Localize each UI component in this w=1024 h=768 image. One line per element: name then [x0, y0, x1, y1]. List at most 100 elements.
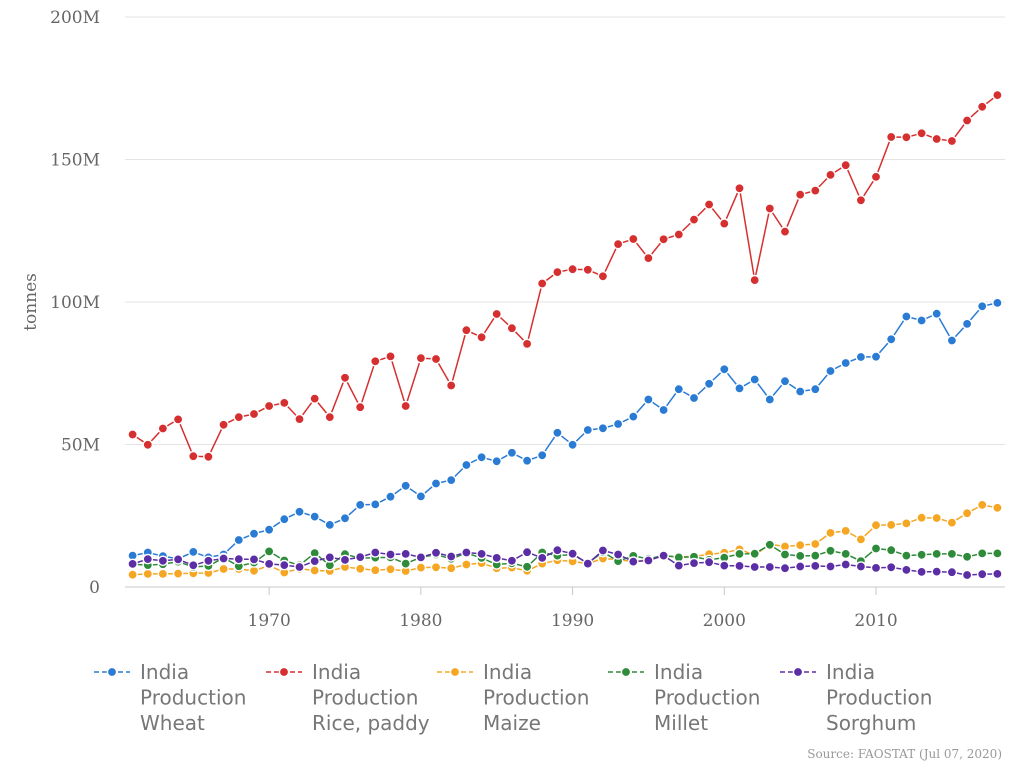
data-point[interactable] [688, 557, 700, 569]
data-point[interactable] [946, 335, 958, 346]
data-point[interactable] [855, 351, 867, 363]
data-point[interactable] [931, 308, 943, 320]
data-point[interactable] [794, 539, 806, 551]
data-point[interactable] [658, 233, 669, 245]
data-point[interactable] [263, 524, 275, 536]
data-point[interactable] [536, 552, 548, 564]
data-point[interactable] [263, 558, 275, 570]
data-point[interactable] [794, 550, 806, 562]
data-point[interactable] [840, 159, 852, 171]
data-point[interactable] [855, 534, 867, 545]
data-point[interactable] [931, 133, 943, 145]
data-point[interactable] [218, 419, 229, 431]
data-point[interactable] [491, 455, 503, 467]
data-point[interactable] [976, 101, 988, 113]
data-point[interactable] [779, 549, 791, 560]
data-point[interactable] [719, 363, 730, 375]
data-point[interactable] [976, 548, 988, 559]
data-point[interactable] [794, 189, 806, 200]
data-point[interactable] [794, 561, 806, 572]
data-point[interactable] [779, 375, 791, 387]
data-point[interactable] [961, 115, 973, 126]
data-point[interactable] [127, 569, 138, 581]
data-point[interactable] [916, 549, 927, 561]
data-point[interactable] [142, 568, 154, 580]
data-point[interactable] [855, 194, 867, 206]
data-point[interactable] [764, 539, 776, 551]
data-point[interactable] [961, 507, 973, 519]
data-point[interactable] [278, 559, 290, 571]
data-point[interactable] [430, 353, 442, 365]
data-point[interactable] [673, 560, 685, 571]
data-point[interactable] [931, 548, 943, 560]
data-point[interactable] [946, 135, 958, 147]
data-point[interactable] [885, 562, 897, 573]
data-point[interactable] [218, 563, 229, 575]
data-point[interactable] [885, 131, 897, 143]
data-point[interactable] [976, 568, 988, 580]
data-point[interactable] [597, 545, 609, 556]
data-point[interactable] [415, 352, 427, 364]
data-point[interactable] [294, 561, 305, 573]
data-point[interactable] [976, 499, 988, 511]
data-point[interactable] [840, 525, 852, 537]
data-point[interactable] [248, 408, 260, 420]
data-point[interactable] [946, 566, 958, 578]
data-point[interactable] [521, 561, 533, 573]
data-point[interactable] [976, 300, 988, 312]
data-point[interactable] [612, 549, 624, 560]
data-point[interactable] [825, 169, 836, 181]
data-point[interactable] [324, 552, 336, 563]
data-point[interactable] [233, 411, 245, 423]
data-point[interactable] [127, 429, 138, 440]
data-point[interactable] [688, 392, 700, 404]
data-point[interactable] [369, 547, 381, 558]
data-point[interactable] [870, 562, 882, 574]
data-point[interactable] [688, 214, 700, 225]
data-point[interactable] [385, 564, 396, 575]
data-point[interactable] [369, 564, 381, 576]
data-point[interactable] [961, 551, 973, 563]
data-point[interactable] [597, 422, 609, 434]
data-point[interactable] [385, 491, 396, 503]
data-point[interactable] [825, 545, 836, 557]
data-point[interactable] [445, 474, 457, 486]
data-point[interactable] [339, 372, 351, 384]
data-point[interactable] [263, 400, 275, 412]
data-point[interactable] [248, 528, 260, 540]
data-point[interactable] [628, 411, 639, 422]
data-point[interactable] [673, 229, 685, 240]
data-point[interactable] [203, 451, 214, 463]
data-point[interactable] [521, 546, 533, 558]
data-point[interactable] [354, 499, 366, 511]
data-point[interactable] [415, 562, 427, 573]
data-point[interactable] [643, 555, 654, 566]
data-point[interactable] [552, 427, 563, 439]
data-point[interactable] [885, 333, 897, 345]
data-point[interactable] [916, 127, 927, 139]
data-point[interactable] [142, 553, 154, 565]
data-point[interactable] [840, 357, 852, 369]
data-point[interactable] [445, 562, 457, 574]
data-point[interactable] [324, 519, 336, 531]
data-point[interactable] [400, 400, 412, 412]
data-point[interactable] [719, 560, 730, 571]
data-point[interactable] [142, 439, 154, 451]
data-point[interactable] [430, 562, 442, 573]
data-point[interactable] [415, 552, 427, 563]
data-point[interactable] [961, 318, 973, 330]
data-point[interactable] [719, 218, 730, 229]
data-point[interactable] [749, 561, 761, 573]
data-point[interactable] [461, 324, 472, 336]
data-point[interactable] [825, 527, 836, 539]
data-point[interactable] [916, 512, 927, 524]
data-point[interactable] [825, 365, 836, 377]
data-point[interactable] [703, 199, 715, 210]
data-point[interactable] [992, 89, 1003, 101]
data-point[interactable] [901, 550, 912, 561]
data-point[interactable] [870, 543, 882, 554]
data-point[interactable] [552, 544, 563, 556]
data-point[interactable] [491, 308, 503, 320]
